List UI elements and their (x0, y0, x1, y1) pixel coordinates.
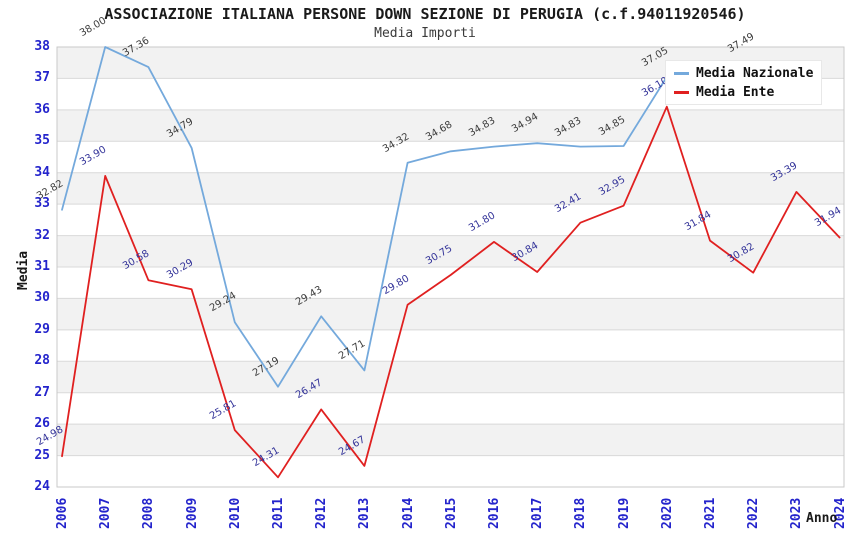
x-tick-label: 2018 (573, 497, 589, 529)
stripe-band (57, 235, 844, 267)
legend-line-swatch-nazionale (674, 71, 689, 75)
y-tick-label: 24 (34, 479, 50, 494)
x-tick-label: 2012 (314, 497, 330, 529)
x-tick-label: 2006 (55, 497, 70, 529)
x-tick-label: 2007 (98, 497, 114, 529)
y-tick-label: 25 (34, 447, 50, 463)
chart-subtitle: Media Importi (374, 26, 476, 41)
stripe-band (57, 298, 844, 330)
y-tick-label: 30 (34, 290, 50, 306)
legend: Media Nazionale Media Ente (665, 60, 823, 105)
x-axis-title: Anno (806, 511, 838, 526)
x-tick-label: 2020 (659, 497, 675, 529)
x-tick-label: 2022 (746, 497, 762, 529)
x-tick-label: 2016 (487, 497, 502, 529)
y-tick-label: 31 (34, 259, 50, 274)
y-tick-label: 26 (34, 416, 50, 432)
x-tick-label: 2023 (789, 497, 805, 529)
y-tick-label: 33 (34, 196, 50, 212)
y-tick-label: 32 (34, 227, 50, 243)
x-tick-label: 2013 (357, 497, 373, 529)
chart-title: ASSOCIAZIONE ITALIANA PERSONE DOWN SEZIO… (104, 5, 746, 23)
y-tick-label: 36 (34, 101, 50, 117)
plot-border (56, 46, 845, 488)
series-line-media-ente (61, 105, 841, 479)
x-tick-label: 2010 (227, 497, 243, 529)
x-tick-label: 2017 (530, 497, 546, 529)
legend-label-ente: Media Ente (696, 84, 775, 100)
y-tick-label: 27 (34, 384, 50, 400)
x-tick-label: 2019 (616, 497, 632, 529)
y-tick-label: 37 (34, 70, 50, 86)
legend-item-ente: Media Ente (674, 84, 813, 100)
y-tick-label: 35 (34, 133, 50, 149)
series-line-media-nazionale (61, 46, 755, 388)
x-tick-label: 2011 (271, 497, 286, 529)
legend-line-swatch-ente (674, 90, 689, 94)
x-tick-label: 2021 (703, 497, 718, 529)
x-tick-label: 2008 (141, 497, 157, 529)
stripe-band (57, 361, 844, 393)
y-axis-title: Media (16, 250, 31, 290)
stripe-band (57, 172, 844, 205)
y-tick-label: 38 (34, 39, 50, 54)
stripe-band (57, 424, 844, 456)
x-tick-label: 2009 (184, 497, 200, 529)
y-tick-label: 28 (34, 353, 50, 369)
stripe-band (57, 109, 844, 142)
y-tick-label: 29 (34, 321, 50, 337)
y-tick-label: 34 (34, 164, 50, 180)
x-tick-label: 2015 (443, 497, 459, 529)
legend-label-nazionale: Media Nazionale (696, 65, 814, 81)
x-tick-label: 2014 (400, 497, 416, 529)
legend-item-nazionale: Media Nazionale (674, 65, 813, 81)
